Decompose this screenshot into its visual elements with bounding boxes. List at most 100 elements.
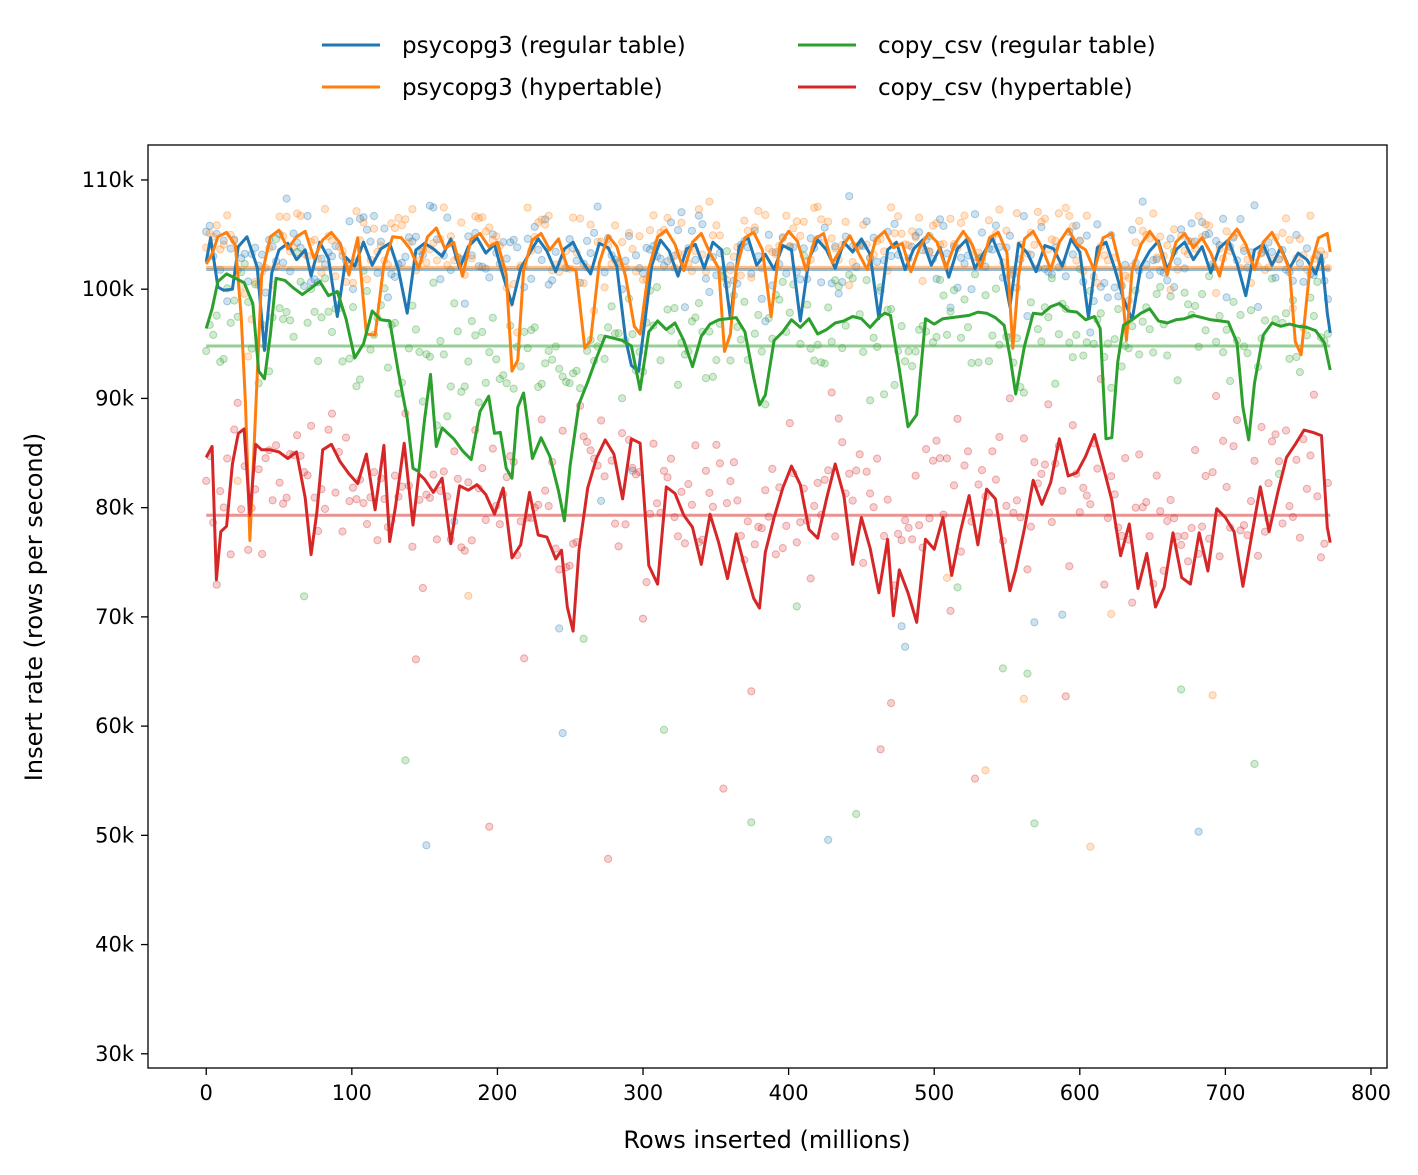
scatter-point	[1037, 469, 1046, 478]
scatter-point	[1156, 282, 1165, 292]
scatter-point	[597, 496, 606, 505]
y-tick-label: 90k	[95, 386, 135, 410]
scatter-point	[897, 322, 906, 331]
scatter-point	[513, 243, 522, 252]
scatter-point	[834, 289, 843, 298]
scatter-point	[1292, 455, 1301, 464]
scatter-point	[443, 412, 452, 421]
x-axis-label: Rows inserted (millions)	[623, 1126, 910, 1154]
scatter-point	[422, 841, 431, 850]
y-tick-label: 70k	[95, 605, 135, 629]
series-line	[204, 427, 1332, 633]
scatter-point	[967, 358, 976, 368]
mean-lines-layer	[206, 265, 1331, 517]
scatter-point	[338, 527, 347, 536]
scatter-point	[1138, 197, 1147, 206]
scatter-point	[429, 239, 438, 248]
scatter-point	[1030, 240, 1039, 249]
scatter-point	[904, 347, 913, 356]
scatter-point	[953, 414, 962, 423]
scatter-point	[1044, 400, 1053, 409]
x-tick-label: 200	[477, 1081, 517, 1105]
scatter-point	[1205, 221, 1214, 231]
scatter-point	[1222, 227, 1231, 236]
scatter-point	[362, 275, 372, 284]
scatter-point	[726, 477, 735, 486]
scatter-point	[1149, 256, 1158, 265]
scatter-point	[876, 745, 885, 754]
scatter-point	[1117, 362, 1126, 371]
scatter-point	[1295, 533, 1305, 542]
scatter-point	[949, 286, 959, 295]
scatter-point	[963, 447, 973, 456]
scatter-point	[1012, 209, 1022, 218]
scatter-point	[712, 440, 721, 449]
scatter-point	[275, 478, 284, 487]
scatter-point	[673, 532, 683, 541]
scatter-point	[740, 216, 749, 225]
scatter-point	[1023, 312, 1032, 321]
y-axis-label: Insert rate (rows per second)	[20, 433, 48, 781]
scatter-point	[488, 313, 497, 322]
scatter-point	[1068, 250, 1077, 259]
scatter-point	[838, 438, 847, 447]
scatter-point	[327, 409, 337, 418]
scatter-point	[1180, 531, 1189, 540]
scatter-point	[244, 545, 253, 555]
scatter-point	[1170, 225, 1179, 234]
scatter-point	[901, 516, 910, 525]
scatter-point	[1086, 500, 1095, 509]
scatter-point	[806, 574, 815, 583]
scatter-point	[789, 224, 798, 233]
scatter-point	[827, 279, 836, 288]
scatter-point	[1198, 290, 1207, 299]
scatter-point	[1285, 354, 1294, 363]
scatter-point	[523, 234, 532, 243]
scatter-point	[942, 330, 952, 339]
scatter-point	[645, 226, 655, 235]
scatter-point	[1030, 819, 1039, 828]
scatter-point	[401, 215, 410, 224]
scatter-point	[942, 454, 952, 463]
scatter-point	[1201, 230, 1210, 239]
scatter-point	[862, 217, 871, 226]
scatter-point	[680, 539, 690, 548]
scatter-point	[726, 356, 735, 365]
scatter-point	[467, 317, 476, 326]
scatter-point	[408, 237, 417, 246]
scatter-point	[1285, 502, 1294, 511]
scatter-point	[300, 281, 309, 291]
scatter-point	[1166, 292, 1175, 301]
scatter-point	[1177, 685, 1186, 694]
scatter-point	[652, 283, 662, 292]
scatter-point	[894, 212, 903, 221]
scatter-point	[509, 384, 518, 393]
scatter-point	[694, 299, 704, 308]
scatter-point	[1040, 460, 1050, 469]
scatter-point	[1281, 214, 1291, 223]
scatter-point	[464, 478, 473, 487]
scatter-point	[268, 496, 277, 505]
scatter-point	[369, 224, 379, 233]
scatter-point	[1306, 211, 1315, 220]
scatter-point	[845, 281, 854, 290]
scatter-point	[666, 454, 676, 463]
scatter-point	[810, 501, 819, 511]
scatter-point	[848, 496, 857, 505]
scatter-point	[1051, 379, 1060, 388]
scatter-point	[901, 642, 910, 651]
scatter-point	[771, 550, 780, 559]
scatter-point	[1012, 496, 1022, 505]
scatter-point	[880, 531, 889, 541]
scatter-point	[963, 323, 973, 332]
scatter-point	[607, 302, 616, 311]
scatter-point	[1030, 618, 1039, 627]
scatter-point	[1260, 316, 1270, 325]
scatter-point	[1320, 539, 1329, 548]
scatter-point	[848, 258, 857, 267]
scatter-point	[1145, 271, 1154, 280]
scatter-point	[261, 454, 270, 463]
scatter-point	[673, 380, 683, 389]
scatter-point	[988, 331, 997, 340]
scatter-point	[768, 247, 777, 257]
